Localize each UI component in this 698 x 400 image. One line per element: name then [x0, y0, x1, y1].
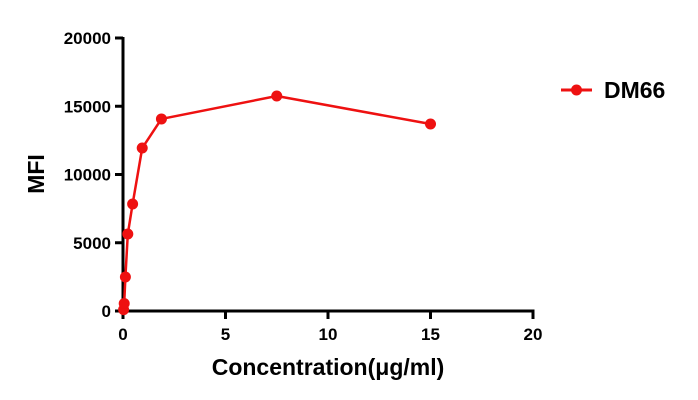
data-point — [122, 228, 134, 240]
data-point — [136, 142, 148, 154]
data-point — [271, 90, 283, 102]
plot-area — [118, 90, 436, 316]
y-tick-label: 10000 — [64, 166, 111, 185]
y-tick-label: 15000 — [64, 97, 111, 116]
y-axis: 0 5000 10000 15000 20000 — [64, 29, 125, 321]
legend: DM66 — [561, 77, 665, 103]
legend-marker-icon — [571, 84, 582, 96]
x-axis: 0 5 10 15 20 — [118, 309, 543, 344]
data-point — [425, 118, 436, 130]
x-tick-label: 15 — [421, 325, 440, 344]
y-tick-label: 20000 — [64, 29, 111, 48]
x-axis-title: Concentration(μg/ml) — [212, 354, 445, 380]
y-tick-label: 0 — [102, 302, 111, 321]
x-tick-label: 10 — [319, 325, 338, 344]
data-point — [119, 271, 131, 283]
x-tick-label: 0 — [118, 325, 127, 344]
data-point — [118, 297, 130, 309]
x-tick-label: 20 — [524, 325, 543, 344]
series-line — [122, 94, 431, 310]
y-axis-title: MFI — [23, 154, 49, 194]
y-tick-label: 5000 — [73, 234, 111, 253]
data-point — [127, 198, 139, 210]
data-point — [155, 113, 167, 125]
legend-label-dm66: DM66 — [604, 77, 665, 103]
x-tick-label: 5 — [221, 325, 230, 344]
